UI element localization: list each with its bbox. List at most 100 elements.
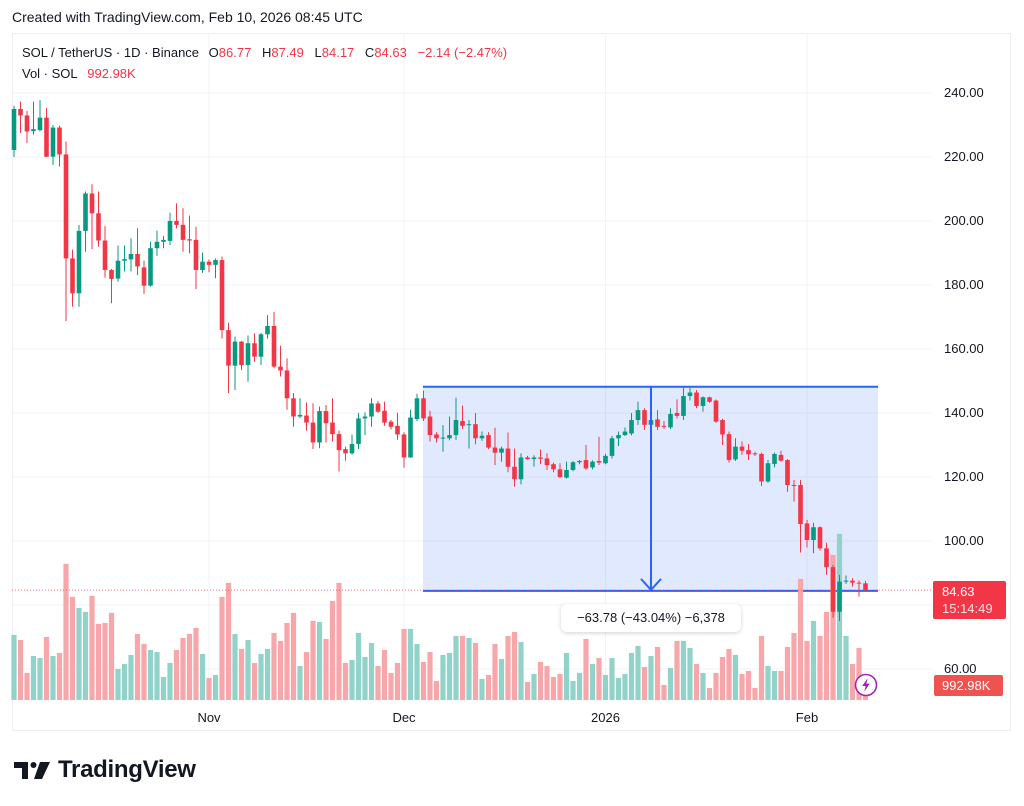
candle bbox=[304, 402, 309, 431]
candle bbox=[388, 420, 394, 430]
candle bbox=[603, 453, 608, 465]
candle-body bbox=[843, 580, 849, 582]
candle bbox=[427, 410, 433, 442]
grid-lines bbox=[12, 33, 932, 703]
candle-body bbox=[245, 343, 251, 365]
volume-bar bbox=[63, 563, 69, 700]
high-key: H bbox=[261, 45, 272, 60]
volume-bar bbox=[849, 663, 856, 700]
candle bbox=[817, 526, 823, 551]
volume-bar bbox=[310, 620, 316, 700]
volume-bar bbox=[433, 680, 440, 700]
candle bbox=[226, 322, 231, 394]
candle bbox=[161, 236, 166, 249]
candle bbox=[265, 315, 270, 339]
candle-body bbox=[304, 415, 309, 423]
candle-body bbox=[115, 260, 121, 279]
candle bbox=[661, 421, 667, 429]
candle bbox=[421, 390, 426, 421]
candle bbox=[856, 580, 862, 597]
candle bbox=[726, 431, 732, 463]
candle bbox=[206, 259, 212, 273]
candle-body bbox=[720, 420, 725, 435]
candle bbox=[505, 432, 511, 473]
candle bbox=[128, 238, 134, 272]
volume-indicator-title[interactable]: Vol · SOL bbox=[22, 66, 78, 81]
candle-body bbox=[122, 259, 127, 261]
symbol-title[interactable]: SOL / TetherUS · 1D · Binance bbox=[22, 45, 200, 60]
volume-bar bbox=[212, 674, 219, 700]
candle bbox=[499, 446, 504, 462]
volume-bar bbox=[518, 641, 524, 700]
candle bbox=[271, 311, 277, 369]
candle-body bbox=[375, 403, 381, 412]
candle-body bbox=[629, 420, 634, 434]
volume-bar bbox=[297, 665, 303, 700]
candle bbox=[551, 462, 556, 473]
volume-bar bbox=[459, 635, 466, 700]
candle bbox=[778, 450, 784, 462]
volume-bar bbox=[277, 640, 284, 700]
candle-body bbox=[174, 221, 179, 225]
symbol-legend-row: SOL / TetherUS · 1D · Binance O86.77 H87… bbox=[22, 42, 507, 63]
candle-body bbox=[824, 548, 829, 568]
price-axis-label: 100.00 bbox=[944, 533, 984, 548]
candle bbox=[369, 398, 374, 427]
candle-body bbox=[674, 413, 680, 416]
volume-bar bbox=[245, 639, 251, 700]
candle-body bbox=[401, 434, 407, 458]
candle-body bbox=[603, 455, 608, 464]
volume-bar bbox=[693, 663, 700, 700]
volume-bar bbox=[628, 652, 635, 700]
candle-body bbox=[232, 341, 238, 366]
candle bbox=[57, 125, 62, 167]
candle-body bbox=[850, 580, 855, 583]
volume-bar bbox=[609, 657, 615, 700]
price-change: −2.14 (−2.47%) bbox=[417, 45, 508, 60]
volume-bars bbox=[11, 533, 869, 700]
volume-bar bbox=[544, 665, 550, 700]
arrow-down-icon[interactable] bbox=[640, 578, 662, 592]
candle bbox=[759, 452, 764, 486]
candle bbox=[752, 451, 758, 456]
volume-bar bbox=[43, 636, 50, 700]
lightning-icon[interactable] bbox=[854, 673, 878, 697]
volume-bar bbox=[732, 654, 739, 700]
candle-body bbox=[746, 450, 751, 455]
candle-body bbox=[408, 417, 413, 458]
candle-body bbox=[128, 253, 134, 260]
candle-body bbox=[96, 213, 101, 241]
candle bbox=[284, 358, 290, 410]
candle-body bbox=[206, 261, 212, 265]
candle bbox=[557, 463, 563, 479]
candle bbox=[824, 542, 829, 575]
volume-bar bbox=[76, 607, 82, 700]
volume-bar bbox=[342, 662, 349, 700]
tradingview-logo[interactable]: TradingView bbox=[14, 756, 196, 784]
candle bbox=[583, 445, 589, 470]
volume-bar bbox=[206, 677, 212, 700]
candle-body bbox=[785, 460, 790, 485]
volume-bar bbox=[713, 672, 719, 700]
volume-bar bbox=[537, 661, 544, 700]
volume-bar bbox=[641, 666, 648, 700]
volume-bar bbox=[167, 662, 173, 700]
price-range-arrow[interactable] bbox=[640, 386, 662, 592]
time-axis-label: Feb bbox=[795, 710, 819, 725]
volume-bar bbox=[180, 637, 186, 700]
candle-body bbox=[148, 248, 153, 286]
volume-bar bbox=[583, 638, 589, 700]
candle bbox=[174, 203, 179, 229]
candle bbox=[18, 101, 23, 133]
volume-bar bbox=[804, 640, 810, 700]
candle bbox=[343, 446, 348, 461]
candle bbox=[102, 226, 108, 278]
candle-body bbox=[798, 485, 803, 525]
candle bbox=[297, 398, 303, 419]
volume-bar bbox=[778, 670, 784, 700]
candle-body bbox=[622, 431, 628, 436]
candle-body bbox=[336, 434, 342, 451]
candle-body bbox=[369, 403, 374, 417]
